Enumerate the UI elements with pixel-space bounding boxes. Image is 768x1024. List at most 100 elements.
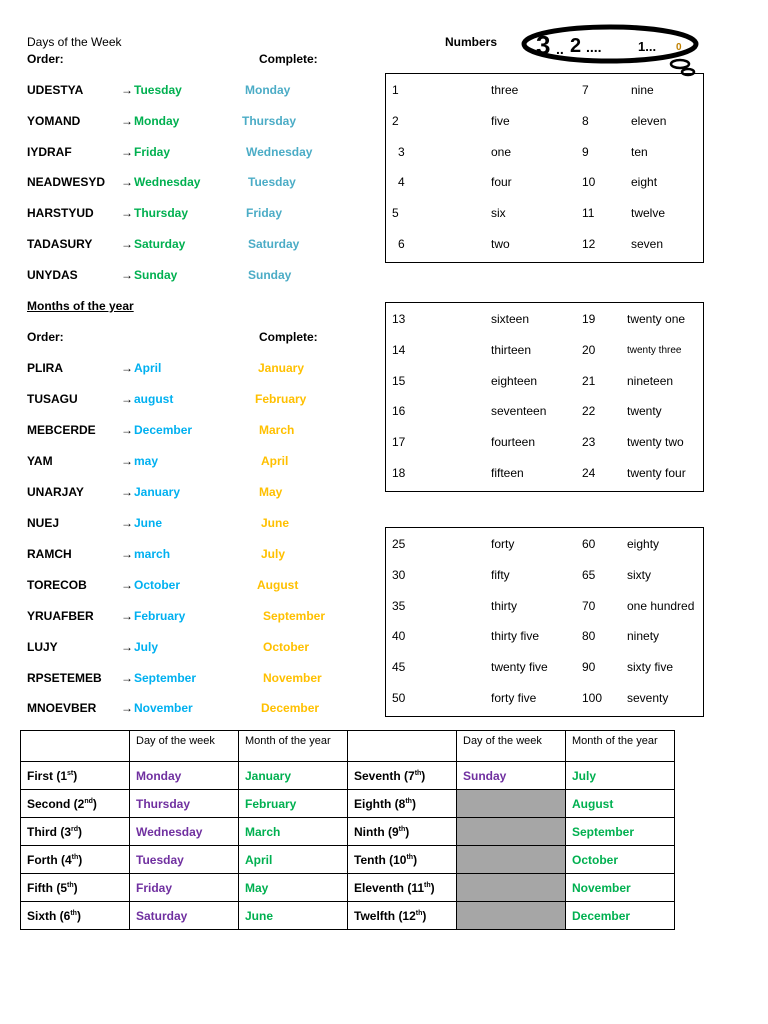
table-cell: Fifth (5th) — [20, 873, 130, 902]
arrow-icon: → — [121, 83, 133, 97]
number-digit: 40 — [392, 629, 406, 644]
arrow-icon: → — [121, 361, 133, 375]
day-answer: Thursday — [136, 796, 191, 811]
shaded-cell — [456, 789, 566, 818]
ordinal-label: Third (3 — [27, 824, 71, 839]
number-digit: 20 — [582, 342, 596, 357]
number-digit: 50 — [392, 691, 406, 705]
arrow-icon: → — [121, 422, 133, 437]
scrambled-word: TORECOB — [27, 577, 87, 592]
answer-word: September — [134, 670, 197, 685]
scrambled-word: RPSETEMEB — [27, 670, 102, 685]
answer-word: June — [134, 515, 163, 530]
number-word: seven — [631, 237, 664, 251]
number-digit: 19 — [582, 312, 596, 326]
month-answer: June — [245, 908, 274, 923]
ordinal-suffix: th — [405, 797, 412, 805]
number-box — [385, 527, 704, 717]
ordinal-suffix: th — [414, 769, 422, 777]
ordinal-suffix: th — [406, 853, 414, 861]
table-header-cell: Day of the week — [129, 730, 239, 762]
arrow-icon: → — [121, 546, 133, 561]
number-word: sixteen — [491, 312, 530, 326]
number-digit: 6 — [398, 237, 405, 251]
number-digit: 16 — [392, 404, 406, 419]
number-digit: 5 — [392, 206, 399, 221]
complete-word: July — [261, 546, 286, 561]
table-cell: Friday — [129, 873, 239, 902]
complete-word: Sunday — [248, 267, 292, 282]
table-cell: December — [565, 901, 675, 930]
number-digit: 17 — [392, 435, 406, 450]
number-digit: 2 — [392, 113, 399, 128]
number-word: twenty two — [627, 435, 684, 450]
table-row: First (1st) Monday January Seventh (7th) Sun… — [20, 761, 675, 790]
arrow-icon: → — [121, 577, 133, 592]
scrambled-word: YAM — [27, 453, 53, 468]
complete-word: November — [263, 670, 322, 685]
ordinal-suffix: nd — [84, 797, 93, 805]
complete-word: Monday — [245, 83, 291, 97]
number-word: forty — [491, 537, 515, 551]
number-word: sixty five — [627, 660, 674, 675]
scrambled-word: PLIRA — [27, 361, 63, 375]
table-cell: Wednesday — [129, 817, 239, 846]
arrow-icon: → — [121, 701, 133, 716]
number-word: ninety — [627, 629, 660, 644]
answer-word: April — [134, 361, 162, 375]
arrow-icon: → — [121, 453, 133, 468]
scrambled-word: IYDRAF — [27, 144, 72, 159]
number-digit: 21 — [582, 373, 596, 388]
number-word: twenty five — [491, 660, 548, 675]
complete-word: Wednesday — [246, 144, 313, 159]
number-digit: 7 — [582, 83, 589, 97]
complete-word: Tuesday — [248, 175, 296, 190]
table-cell: Ninth (9th) — [347, 817, 457, 846]
svg-text:2: 2 — [570, 35, 581, 57]
table-cell: June — [238, 901, 348, 930]
ordinal-suffix: rd — [71, 825, 78, 833]
table-cell: April — [238, 845, 348, 874]
number-digit: 15 — [392, 373, 406, 388]
number-box — [385, 302, 704, 492]
number-digit: 90 — [582, 660, 596, 675]
ordinal-table: Day of the week Month of the year Day of t… — [20, 730, 675, 930]
complete-word: February — [255, 391, 307, 406]
number-digit: 70 — [582, 598, 596, 613]
ordinal-suffix: th — [71, 853, 79, 861]
table-cell: Seventh (7th) — [347, 761, 457, 790]
number-word: four — [491, 175, 512, 190]
number-digit: 25 — [392, 537, 406, 551]
answer-word: Tuesday — [134, 83, 182, 97]
table-cell: Tuesday — [129, 845, 239, 874]
arrow-icon: → — [121, 484, 133, 499]
complete-word: Friday — [246, 206, 283, 221]
number-word: fifty — [491, 567, 510, 582]
number-digit: 65 — [582, 567, 596, 582]
number-word: nine — [631, 83, 654, 97]
number-digit: 1 — [392, 83, 399, 97]
complete-word: January — [258, 361, 305, 375]
number-word: eighty — [627, 537, 660, 551]
answer-word: December — [134, 422, 193, 437]
number-digit: 14 — [392, 342, 406, 357]
number-word: ten — [631, 144, 648, 159]
scrambled-word: RAMCH — [27, 546, 72, 561]
shaded-cell — [456, 817, 566, 846]
number-word: thirteen — [491, 342, 532, 357]
complete-word: May — [259, 484, 283, 499]
number-word: eight — [631, 175, 658, 190]
number-word: eleven — [631, 113, 667, 128]
table-cell: First (1st) — [20, 761, 130, 790]
number-word: sixty — [627, 567, 651, 582]
month-answer: May — [245, 880, 269, 895]
scrambled-word: TADASURY — [27, 237, 93, 251]
scrambled-word: UDESTYA — [27, 83, 84, 97]
answer-word: august — [134, 391, 174, 406]
number-digit: 23 — [582, 435, 596, 450]
arrow-icon: → — [121, 391, 133, 406]
table-row: Sixth (6th) Saturday June Twelfth (12th) Dec… — [20, 901, 675, 930]
answer-word: Monday — [134, 113, 180, 128]
table-cell: October — [565, 845, 675, 874]
